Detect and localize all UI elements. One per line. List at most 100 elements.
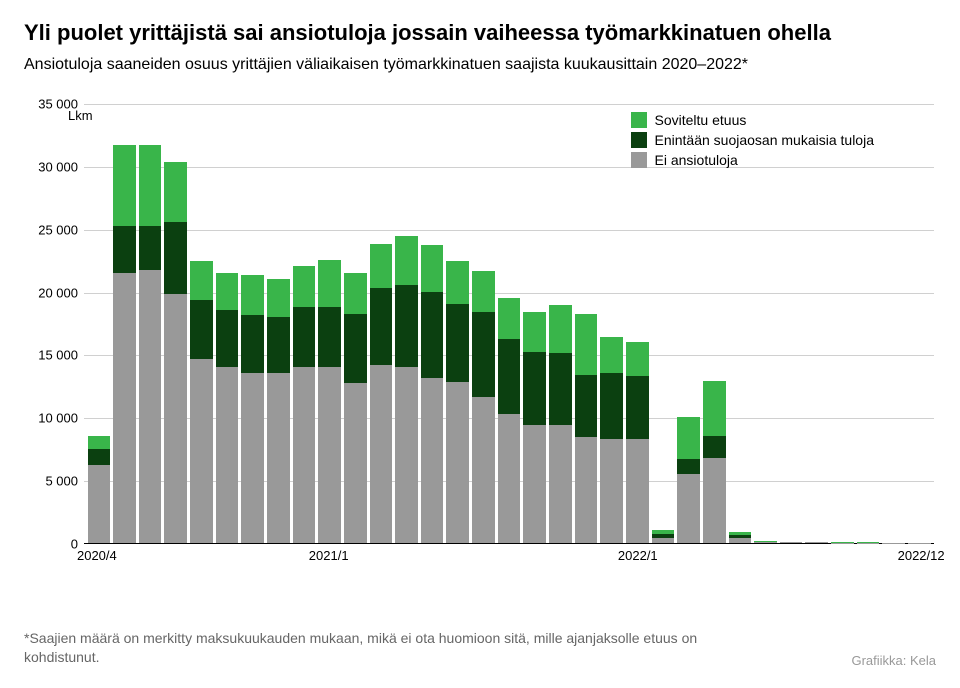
bar-segment xyxy=(805,542,828,543)
legend-item: Ei ansiotuloja xyxy=(631,152,874,168)
bar-segment xyxy=(600,439,623,543)
bar-segment xyxy=(318,307,341,367)
bar-segment xyxy=(498,414,521,543)
bar-segment xyxy=(370,244,393,288)
bar xyxy=(113,104,136,543)
bar-segment xyxy=(472,397,495,543)
bar xyxy=(549,104,572,543)
bar-segment xyxy=(344,273,367,314)
y-tick-label: 20 000 xyxy=(38,285,78,300)
bar xyxy=(267,104,290,543)
bar-segment xyxy=(190,359,213,543)
bar-segment xyxy=(241,275,264,315)
legend-swatch xyxy=(631,152,647,168)
bar xyxy=(164,104,187,543)
legend-item: Soviteltu etuus xyxy=(631,112,874,128)
bar xyxy=(88,104,111,543)
bar-segment xyxy=(216,367,239,543)
credit: Grafiikka: Kela xyxy=(851,653,936,668)
bar-segment xyxy=(216,310,239,367)
bar-segment xyxy=(88,449,111,465)
bar xyxy=(421,104,444,543)
bar-segment xyxy=(318,367,341,543)
bar-segment xyxy=(677,459,700,474)
bar-segment xyxy=(113,273,136,543)
bar-segment xyxy=(318,260,341,307)
y-tick-label: 35 000 xyxy=(38,97,78,112)
bar-segment xyxy=(498,298,521,339)
bar-segment xyxy=(472,312,495,397)
x-tick-label: 2022/1 xyxy=(618,548,658,563)
bar-segment xyxy=(293,266,316,306)
bar-segment xyxy=(370,288,393,365)
bar-segment xyxy=(139,226,162,270)
legend-swatch xyxy=(631,132,647,148)
bar-segment xyxy=(600,337,623,373)
bar xyxy=(395,104,418,543)
bar-segment xyxy=(216,273,239,311)
bar-segment xyxy=(139,145,162,227)
bar-segment xyxy=(267,317,290,374)
y-tick-label: 15 000 xyxy=(38,348,78,363)
bar-segment xyxy=(293,307,316,367)
legend-label: Soviteltu etuus xyxy=(655,112,747,128)
bar-segment xyxy=(523,425,546,543)
y-tick-label: 10 000 xyxy=(38,411,78,426)
bar-segment xyxy=(575,375,598,438)
bar xyxy=(293,104,316,543)
bar-segment xyxy=(395,236,418,285)
bar-segment xyxy=(164,222,187,294)
bar-segment xyxy=(113,226,136,273)
bar-segment xyxy=(523,352,546,425)
bar-segment xyxy=(164,294,187,543)
bar-segment xyxy=(190,261,213,300)
bar-segment xyxy=(523,312,546,352)
bar xyxy=(344,104,367,543)
legend-label: Enintään suojaosan mukaisia tuloja xyxy=(655,132,874,148)
bar-segment xyxy=(626,439,649,543)
bar-segment xyxy=(395,367,418,543)
bar-segment xyxy=(241,373,264,543)
x-tick-label: 2022/12 xyxy=(898,548,945,563)
y-tick-label: 30 000 xyxy=(38,159,78,174)
x-tick-label: 2021/1 xyxy=(309,548,349,563)
chart-area: Soviteltu etuus Enintään suojaosan mukais… xyxy=(24,104,934,574)
bar-segment xyxy=(395,285,418,367)
bar xyxy=(523,104,546,543)
bar xyxy=(139,104,162,543)
chart-title: Yli puolet yrittäjistä sai ansiotuloja j… xyxy=(24,20,936,46)
bar-segment xyxy=(344,314,367,383)
bar-segment xyxy=(344,383,367,543)
bar-segment xyxy=(703,436,726,457)
bar-segment xyxy=(575,314,598,374)
bar xyxy=(600,104,623,543)
bar xyxy=(575,104,598,543)
bar-segment xyxy=(241,315,264,373)
y-tick-label: 5 000 xyxy=(45,474,78,489)
bar-segment xyxy=(446,261,469,304)
bar xyxy=(318,104,341,543)
bar xyxy=(190,104,213,543)
bar-segment xyxy=(421,245,444,292)
bar-segment xyxy=(703,381,726,436)
bar-segment xyxy=(446,382,469,543)
bar xyxy=(472,104,495,543)
x-tick-label: 2020/4 xyxy=(77,548,117,563)
bar-segment xyxy=(113,145,136,227)
bar-segment xyxy=(780,542,803,543)
bar-segment xyxy=(498,339,521,413)
legend-item: Enintään suojaosan mukaisia tuloja xyxy=(631,132,874,148)
bar-segment xyxy=(703,458,726,543)
bar-segment xyxy=(652,538,675,543)
bar xyxy=(498,104,521,543)
bar-segment xyxy=(600,373,623,438)
bar-segment xyxy=(446,304,469,382)
bar xyxy=(908,104,931,543)
bar-segment xyxy=(88,465,111,543)
bar-segment xyxy=(293,367,316,543)
bar xyxy=(216,104,239,543)
bar-segment xyxy=(421,292,444,379)
bar xyxy=(882,104,905,543)
bar-segment xyxy=(421,378,444,543)
bar-segment xyxy=(626,342,649,376)
